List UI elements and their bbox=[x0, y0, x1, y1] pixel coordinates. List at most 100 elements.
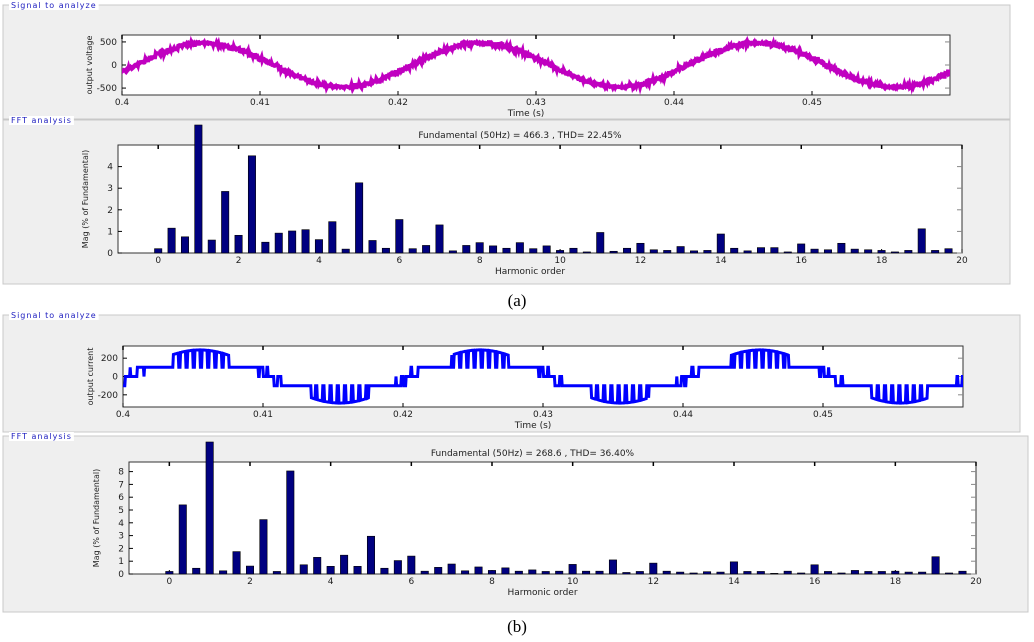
bar bbox=[582, 570, 591, 575]
bar bbox=[514, 570, 523, 575]
bar bbox=[447, 563, 456, 575]
bar bbox=[730, 247, 739, 254]
x-tick-label: 20 bbox=[956, 256, 968, 266]
signal-trace bbox=[123, 348, 963, 405]
bar bbox=[944, 248, 953, 254]
x-tick-label: 0.41 bbox=[250, 98, 270, 108]
bar bbox=[192, 567, 201, 575]
bar bbox=[462, 245, 471, 254]
bar bbox=[487, 570, 496, 575]
panel-label-bg bbox=[9, 116, 74, 125]
x-tick-label: 14 bbox=[715, 256, 727, 266]
y-tick-label: 7 bbox=[118, 480, 124, 490]
bar bbox=[837, 572, 846, 575]
bar bbox=[703, 571, 712, 575]
x-axis-label: Time (s) bbox=[507, 109, 545, 119]
bar bbox=[326, 566, 335, 575]
bar bbox=[407, 555, 416, 575]
bar bbox=[729, 561, 738, 575]
bar bbox=[340, 554, 349, 575]
panel-label-bg bbox=[9, 1, 99, 10]
bar bbox=[167, 227, 176, 254]
panel-label: Signal to analyze bbox=[11, 1, 97, 10]
bar bbox=[636, 242, 645, 254]
y-tick-label: 4 bbox=[107, 163, 113, 173]
bar bbox=[420, 570, 429, 575]
x-tick-label: 20 bbox=[970, 577, 982, 587]
x-tick-label: 2 bbox=[247, 577, 253, 587]
bar bbox=[555, 570, 564, 575]
x-tick-label: 0.45 bbox=[802, 98, 822, 108]
bar bbox=[904, 250, 913, 254]
bar bbox=[864, 571, 873, 575]
bar bbox=[609, 250, 618, 254]
bar bbox=[515, 242, 524, 254]
bar bbox=[877, 571, 886, 575]
bar bbox=[435, 224, 444, 254]
bar bbox=[341, 248, 350, 254]
signal-trace bbox=[122, 35, 950, 95]
x-axis-label: Harmonic order bbox=[507, 588, 577, 598]
bar bbox=[850, 248, 859, 254]
bar bbox=[380, 567, 389, 575]
bar bbox=[890, 251, 899, 254]
y-tick-label: 0 bbox=[118, 570, 124, 580]
bar bbox=[178, 504, 187, 575]
bar bbox=[864, 249, 873, 254]
y-tick-label: 2 bbox=[118, 544, 124, 554]
bar bbox=[355, 182, 364, 254]
bar bbox=[542, 245, 551, 254]
x-axis-label: Harmonic order bbox=[495, 267, 565, 277]
bar bbox=[221, 191, 230, 254]
bar bbox=[689, 572, 698, 575]
bar bbox=[837, 242, 846, 254]
bar bbox=[582, 251, 591, 254]
bar bbox=[703, 250, 712, 254]
x-tick-label: 16 bbox=[809, 577, 821, 587]
x-tick-label: 0.44 bbox=[664, 98, 684, 108]
y-tick-label: 2 bbox=[107, 206, 113, 216]
x-tick-label: 0.42 bbox=[388, 98, 408, 108]
bar bbox=[783, 570, 792, 575]
bar bbox=[408, 248, 417, 254]
bar bbox=[917, 228, 926, 254]
bar bbox=[502, 247, 511, 254]
bar bbox=[622, 572, 631, 575]
bar bbox=[205, 441, 214, 575]
x-tick-label: 0.44 bbox=[673, 410, 693, 420]
caption-b: (b) bbox=[507, 617, 527, 636]
bar bbox=[314, 239, 323, 254]
bar bbox=[877, 250, 886, 254]
y-tick-label: 1 bbox=[118, 557, 124, 567]
bar bbox=[274, 232, 283, 254]
y-tick-label: 500 bbox=[100, 38, 117, 48]
bar bbox=[501, 567, 510, 575]
bar bbox=[596, 232, 605, 254]
y-tick-label: 0 bbox=[107, 249, 113, 259]
bar bbox=[958, 570, 967, 575]
panel-label: Signal to analyze bbox=[11, 311, 97, 320]
bar bbox=[824, 571, 833, 575]
x-tick-label: 0.4 bbox=[115, 98, 130, 108]
bar bbox=[434, 567, 443, 575]
y-tick-label: 3 bbox=[107, 184, 113, 194]
bar bbox=[261, 241, 270, 254]
bar bbox=[393, 560, 402, 575]
x-tick-label: 8 bbox=[477, 256, 483, 266]
y-tick-label: 3 bbox=[118, 532, 124, 542]
y-tick-label: 6 bbox=[118, 493, 124, 503]
y-tick-label: -500 bbox=[97, 84, 118, 94]
x-tick-label: 18 bbox=[890, 577, 902, 587]
bar bbox=[207, 239, 216, 254]
a-signal-chart: Signal to analyze 0.4 0.41 0.42 0.43 0.44 0.45… bbox=[2, 1, 1011, 120]
chart-title: Fundamental (50Hz) = 268.6 , THD= 36.40% bbox=[431, 449, 635, 459]
x-tick-label: 12 bbox=[635, 256, 646, 266]
bar bbox=[422, 245, 431, 254]
bar bbox=[234, 234, 243, 254]
y-axis-label: output voltage bbox=[85, 36, 94, 95]
bar bbox=[797, 243, 806, 254]
x-tick-label: 12 bbox=[648, 577, 659, 587]
panel-label: FFT analysis bbox=[11, 116, 72, 125]
